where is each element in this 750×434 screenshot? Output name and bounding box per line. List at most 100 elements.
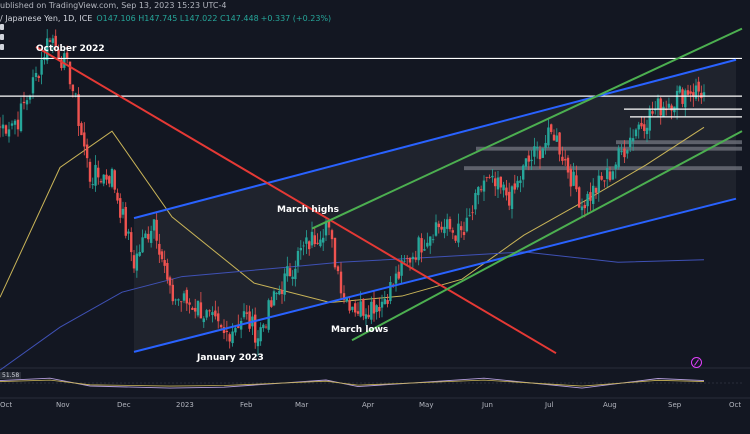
candle-body [294, 268, 297, 280]
candle-body [608, 171, 612, 181]
trendline-channel-bottom [133, 197, 737, 353]
more-icon[interactable] [0, 44, 4, 50]
x-tick-label: Dec [117, 401, 131, 409]
candle-body [177, 299, 180, 301]
candle-body [262, 324, 265, 329]
candle-body [354, 303, 357, 313]
candle-body [508, 191, 511, 206]
candle-body [158, 243, 161, 255]
candle-body [640, 122, 643, 127]
change-value: +0.337 (+0.23%) [260, 14, 332, 23]
candle-body [561, 156, 564, 161]
candle-body [648, 109, 651, 131]
candle-body [620, 150, 623, 153]
candle-body [313, 235, 316, 245]
candle-body [536, 146, 539, 149]
candle-body [592, 185, 595, 204]
candle-body [544, 142, 547, 148]
candle-body [296, 250, 300, 266]
candle-body [225, 330, 229, 333]
x-tick-label: Nov [56, 401, 70, 409]
candle-body [474, 192, 477, 210]
support-zone [464, 166, 742, 171]
candle-body [254, 314, 257, 343]
candle-body [333, 237, 337, 268]
candle-body [110, 168, 114, 187]
legend-toggle-icons[interactable] [0, 24, 10, 54]
symbol-legend[interactable]: / Japanese Yen, 1D, ICE O147.106 H147.745… [0, 14, 331, 23]
candle-body [102, 174, 105, 184]
support-zone [616, 140, 742, 145]
candle-body [91, 184, 94, 186]
candle-body [305, 237, 308, 244]
candle-body [460, 226, 463, 231]
candle-body [267, 300, 270, 330]
candle-body [152, 219, 156, 231]
candle-body [180, 301, 183, 303]
candle-body [48, 40, 52, 42]
candle-body [462, 231, 466, 236]
candle-body [400, 260, 403, 276]
x-tick-label: 2023 [176, 401, 194, 409]
annotation-january-2023: January 2023 [197, 353, 264, 363]
candle-body [77, 94, 80, 127]
candle-body [256, 338, 260, 347]
candle-body [397, 271, 400, 279]
candle-body [547, 127, 550, 146]
candle-body [135, 253, 139, 271]
candle-body [702, 92, 706, 97]
candle-body [597, 175, 600, 193]
candle-body [105, 174, 108, 180]
candle-body [83, 132, 86, 147]
candle-body [606, 168, 609, 179]
candle-body [499, 176, 502, 188]
x-tick-label: Apr [362, 401, 375, 409]
candle-body [199, 302, 203, 319]
candle-body [614, 164, 617, 169]
candle-body [451, 230, 454, 233]
settings-icon[interactable] [0, 34, 4, 40]
candle-body [155, 219, 158, 241]
candle-body [372, 299, 376, 314]
candle-body [406, 258, 409, 260]
candle-body [414, 257, 417, 260]
candle-body [380, 301, 384, 308]
candle-body [656, 98, 660, 109]
candle-body [242, 311, 246, 318]
candle-body [359, 301, 362, 317]
symbol-name[interactable]: / Japanese Yen, 1D, ICE [0, 14, 93, 23]
candle-body [569, 168, 572, 187]
candle-body [580, 206, 584, 211]
candle-body [88, 161, 92, 182]
candle-body [163, 260, 166, 266]
candle-body [482, 180, 486, 192]
candle-body [234, 327, 237, 333]
candle-body [127, 231, 130, 234]
candle-body [31, 77, 35, 94]
candle-body [4, 125, 8, 134]
candle-body [94, 164, 97, 186]
candle-body [28, 95, 32, 100]
candle-body [166, 262, 169, 280]
candle-body [336, 266, 340, 272]
candle-body [684, 90, 687, 108]
eye-icon[interactable] [0, 24, 4, 30]
candle-body [34, 72, 38, 77]
candle-body [132, 255, 136, 269]
publish-info: ublished on TradingView.com, Sep 13, 202… [0, 1, 227, 10]
candle-body [446, 219, 449, 229]
candle-body [149, 230, 153, 243]
candle-body [637, 124, 640, 130]
candle-body [160, 251, 164, 260]
candle-body [667, 103, 671, 108]
replay-icon[interactable] [691, 357, 702, 368]
candle-body [40, 59, 43, 75]
candle-body [417, 237, 420, 261]
candle-body [411, 256, 415, 260]
candle-body [448, 218, 452, 230]
candle-body [68, 61, 72, 85]
x-tick-label: May [419, 401, 434, 409]
candle-body [222, 327, 226, 334]
